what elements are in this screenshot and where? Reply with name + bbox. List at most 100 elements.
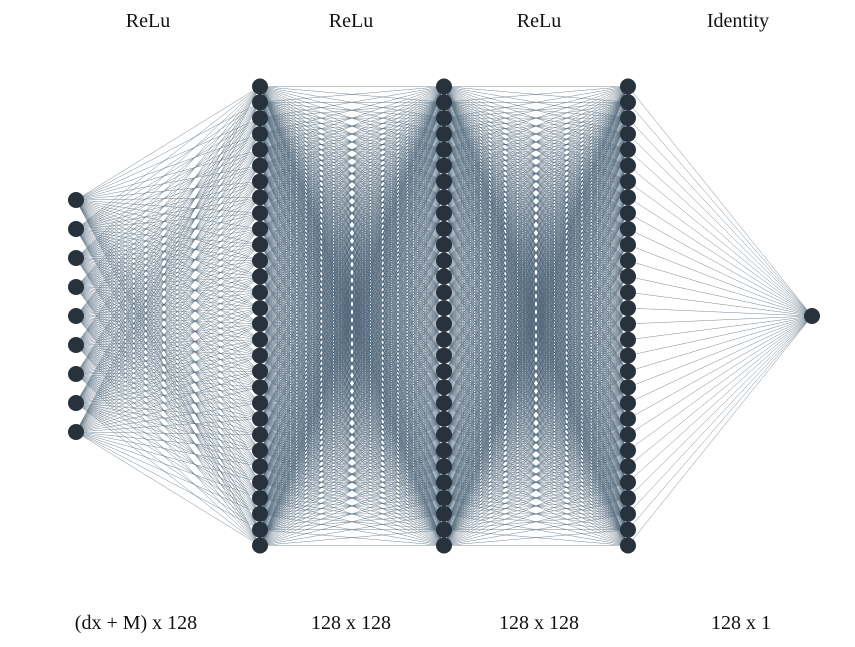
neuron [620,474,636,491]
connection-lines [75,86,261,546]
neuron [620,125,636,142]
neuron [252,426,268,443]
neuron [620,363,636,380]
neuron [620,331,636,348]
neuron [620,442,636,459]
neuron [68,250,84,266]
neuron [252,505,268,522]
neuron [252,189,268,206]
neuron [252,125,268,142]
neuron [436,490,452,507]
neuron [252,363,268,380]
neuron [620,537,636,554]
neuron [252,458,268,475]
neuron [620,395,636,412]
neuron [68,221,84,237]
activation-label-3: ReLu [517,10,561,32]
connections-layer-2-to-3 [259,86,445,546]
connections [75,86,813,546]
neuron [252,395,268,412]
neuron [620,189,636,206]
neuron [620,379,636,396]
neuron [620,268,636,285]
connections-layer-1-to-2 [75,86,261,546]
neuron [620,505,636,522]
neuron [252,268,268,285]
neuron [436,442,452,459]
neuron [252,347,268,364]
layer-4-neurons [620,78,636,554]
neuron [620,410,636,427]
neuron [436,474,452,491]
neuron [436,347,452,364]
neuron [436,458,452,475]
neuron [436,284,452,301]
neuron [436,141,452,158]
neuron [252,94,268,111]
neuron [436,315,452,332]
neuron [436,220,452,237]
neuron [252,521,268,538]
neuron [436,236,452,253]
neuron [436,189,452,206]
neuron [252,331,268,348]
activation-label-4: Identity [707,10,769,32]
neuron [436,205,452,222]
neuron [68,395,84,411]
connections-layer-4-to-5 [627,86,813,546]
neuron [436,379,452,396]
neuron [252,300,268,317]
neuron [252,490,268,507]
connections-layer-3-to-4 [443,86,629,546]
neuron [252,284,268,301]
neuron [620,220,636,237]
connection-lines [627,86,813,546]
neuron [620,110,636,127]
neuron [436,410,452,427]
neuron [620,426,636,443]
neuron [620,236,636,253]
neuron [436,268,452,285]
neuron [620,173,636,190]
neuron [436,125,452,142]
activation-label-2: ReLu [329,10,373,32]
neuron [620,347,636,364]
neuron [252,78,268,95]
neuron [620,458,636,475]
neuron [436,173,452,190]
neuron [252,141,268,158]
neuron [252,236,268,253]
activation-label-1: ReLu [126,10,170,32]
neuron [620,490,636,507]
neuron [804,308,820,324]
neuron [68,192,84,208]
neuron [620,284,636,301]
neuron [252,252,268,269]
neuron [252,220,268,237]
neuron [436,537,452,554]
neuron [436,426,452,443]
neuron [620,300,636,317]
neuron [436,521,452,538]
neuron [252,537,268,554]
neuron [252,410,268,427]
neuron [620,315,636,332]
neuron [68,308,84,324]
neuron [436,505,452,522]
neuron [252,110,268,127]
layer-3-neurons [436,78,452,554]
neuron [620,78,636,95]
neuron [252,474,268,491]
neuron [620,521,636,538]
neuron [436,300,452,317]
weight-shape-label-2: 128 x 128 [311,612,391,634]
neuron [436,157,452,174]
weight-shape-label-1: (dx + M) x 128 [75,612,197,634]
connection-lines [443,86,629,546]
neurons [68,78,820,554]
connection-lines [259,86,445,546]
neuron [436,94,452,111]
weight-shape-label-4: 128 x 1 [711,612,771,634]
weight-shape-label-3: 128 x 128 [499,612,579,634]
